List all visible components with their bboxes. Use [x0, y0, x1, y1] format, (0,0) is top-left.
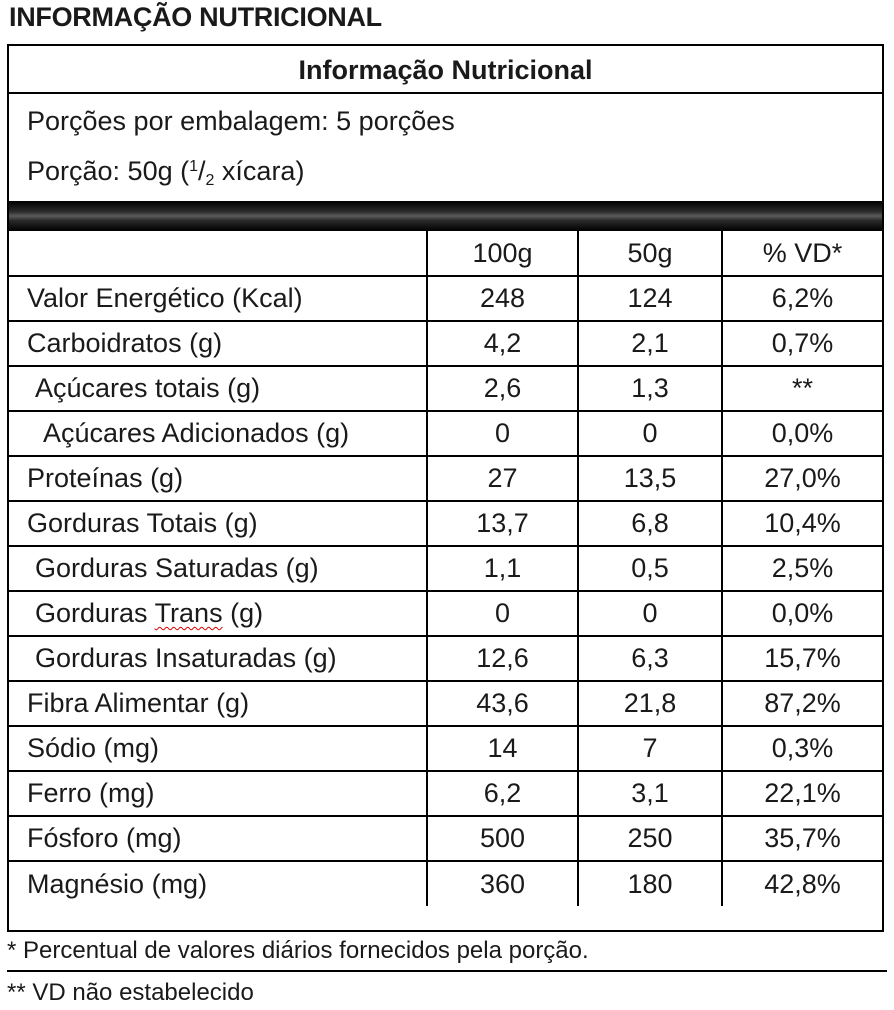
nutrient-label-prefix: Gorduras: [35, 598, 155, 628]
table-row: Gorduras Saturadas (g) 1,1 0,5 2,5%: [9, 545, 882, 591]
nutrient-label: Açúcares Adicionados (g): [9, 410, 427, 456]
value-100g: 0: [426, 410, 578, 456]
footnote-divider: [7, 970, 887, 972]
value-50g: 3,1: [577, 770, 722, 816]
nutrient-label-suffix: (g): [222, 598, 264, 628]
value-100g: 43,6: [426, 680, 578, 726]
value-100g: 27: [426, 455, 578, 501]
nutrient-table: 100g 50g % VD* Valor Energético (Kcal) 2…: [9, 231, 882, 906]
portions-per-package: Porções por embalagem: 5 porções: [27, 106, 455, 136]
value-50g: 0: [577, 590, 722, 636]
thick-divider-bar: [9, 201, 882, 231]
value-100g: 14: [426, 725, 578, 771]
table-title: Informação Nutricional: [9, 46, 882, 94]
nutrient-label: Sódio (mg): [9, 725, 427, 771]
table-row: Açúcares Adicionados (g) 0 0 0,0%: [9, 410, 882, 456]
value-100g: 1,1: [426, 545, 578, 591]
table-row: Gorduras Trans (g) 0 0 0,0%: [9, 590, 882, 636]
value-vd: 35,7%: [721, 815, 882, 861]
value-50g: 0: [577, 410, 722, 456]
nutrient-label: Gorduras Saturadas (g): [9, 545, 427, 591]
footnote-daily-values: * Percentual de valores diários fornecid…: [7, 937, 589, 964]
nutrient-label: Carboidratos (g): [9, 320, 427, 366]
spellcheck-underlined-word: Trans: [154, 598, 223, 628]
table-row: Açúcares totais (g) 2,6 1,3 **: [9, 365, 882, 411]
value-vd: 0,3%: [721, 725, 882, 771]
nutrient-label: Gorduras Trans (g): [9, 590, 427, 636]
value-50g: 6,3: [577, 635, 722, 681]
nutrient-label: Gorduras Totais (g): [9, 500, 427, 546]
nutrient-label: Fósforo (mg): [9, 815, 427, 861]
nutrient-label: Magnésio (mg): [9, 860, 427, 906]
footnote-vd-not-established: ** VD não estabelecido: [7, 979, 254, 1006]
table-row: Sódio (mg) 14 7 0,3%: [9, 725, 882, 771]
value-vd: 15,7%: [721, 635, 882, 681]
column-header-nutrient: [9, 231, 427, 276]
value-50g: 21,8: [577, 680, 722, 726]
column-header-50g: 50g: [577, 231, 722, 276]
table-row: Proteínas (g) 27 13,5 27,0%: [9, 455, 882, 501]
portion-fraction-denominator: 2: [205, 172, 215, 189]
nutrient-label: Gorduras Insaturadas (g): [9, 635, 427, 681]
value-100g: 6,2: [426, 770, 578, 816]
value-100g: 500: [426, 815, 578, 861]
nutrient-label: Açúcares totais (g): [9, 365, 427, 411]
value-100g: 0: [426, 590, 578, 636]
nutrient-label: Proteínas (g): [9, 455, 427, 501]
column-header-vd: % VD*: [721, 231, 882, 276]
value-vd: 27,0%: [721, 455, 882, 501]
value-50g: 7: [577, 725, 722, 771]
value-50g: 1,3: [577, 365, 722, 411]
value-50g: 2,1: [577, 320, 722, 366]
table-row: Gorduras Insaturadas (g) 12,6 6,3 15,7%: [9, 635, 882, 681]
value-100g: 13,7: [426, 500, 578, 546]
table-row: Carboidratos (g) 4,2 2,1 0,7%: [9, 320, 882, 366]
value-50g: 250: [577, 815, 722, 861]
header-row: 100g 50g % VD*: [9, 231, 882, 276]
table-row: Ferro (mg) 6,2 3,1 22,1%: [9, 770, 882, 816]
value-vd: 0,7%: [721, 320, 882, 366]
value-50g: 0,5: [577, 545, 722, 591]
value-vd: 10,4%: [721, 500, 882, 546]
portion-size: Porção: 50g (1/2 xícara): [27, 144, 455, 204]
value-100g: 248: [426, 275, 578, 321]
column-header-100g: 100g: [426, 231, 578, 276]
table-row: Gorduras Totais (g) 13,7 6,8 10,4%: [9, 500, 882, 546]
value-vd: 0,0%: [721, 590, 882, 636]
value-100g: 360: [426, 860, 578, 906]
value-100g: 4,2: [426, 320, 578, 366]
portion-size-suffix: xícara): [214, 156, 305, 186]
value-50g: 180: [577, 860, 722, 906]
value-vd: 22,1%: [721, 770, 882, 816]
portion-fraction-slash: /: [198, 156, 206, 186]
value-50g: 124: [577, 275, 722, 321]
nutrient-label: Valor Energético (Kcal): [9, 275, 427, 321]
value-50g: 13,5: [577, 455, 722, 501]
value-50g: 6,8: [577, 500, 722, 546]
table-row: Fibra Alimentar (g) 43,6 21,8 87,2%: [9, 680, 882, 726]
value-vd: 87,2%: [721, 680, 882, 726]
value-100g: 12,6: [426, 635, 578, 681]
value-vd: 42,8%: [721, 860, 882, 906]
table-row: Valor Energético (Kcal) 248 124 6,2%: [9, 275, 882, 321]
portion-size-prefix: Porção: 50g (: [27, 156, 190, 186]
value-vd: 0,0%: [721, 410, 882, 456]
value-vd: 2,5%: [721, 545, 882, 591]
portion-fraction-numerator: 1: [189, 158, 198, 175]
value-100g: 2,6: [426, 365, 578, 411]
nutrition-table-frame: Informação Nutricional Porções por embal…: [7, 44, 884, 932]
portion-info: Porções por embalagem: 5 porções Porção:…: [27, 98, 455, 204]
page-heading: INFORMAÇÃO NUTRICIONAL: [9, 2, 382, 32]
nutrient-label: Fibra Alimentar (g): [9, 680, 427, 726]
table-row: Fósforo (mg) 500 250 35,7%: [9, 815, 882, 861]
nutrient-label: Ferro (mg): [9, 770, 427, 816]
value-vd: 6,2%: [721, 275, 882, 321]
value-vd: **: [721, 365, 882, 411]
table-row: Magnésio (mg) 360 180 42,8%: [9, 860, 882, 906]
